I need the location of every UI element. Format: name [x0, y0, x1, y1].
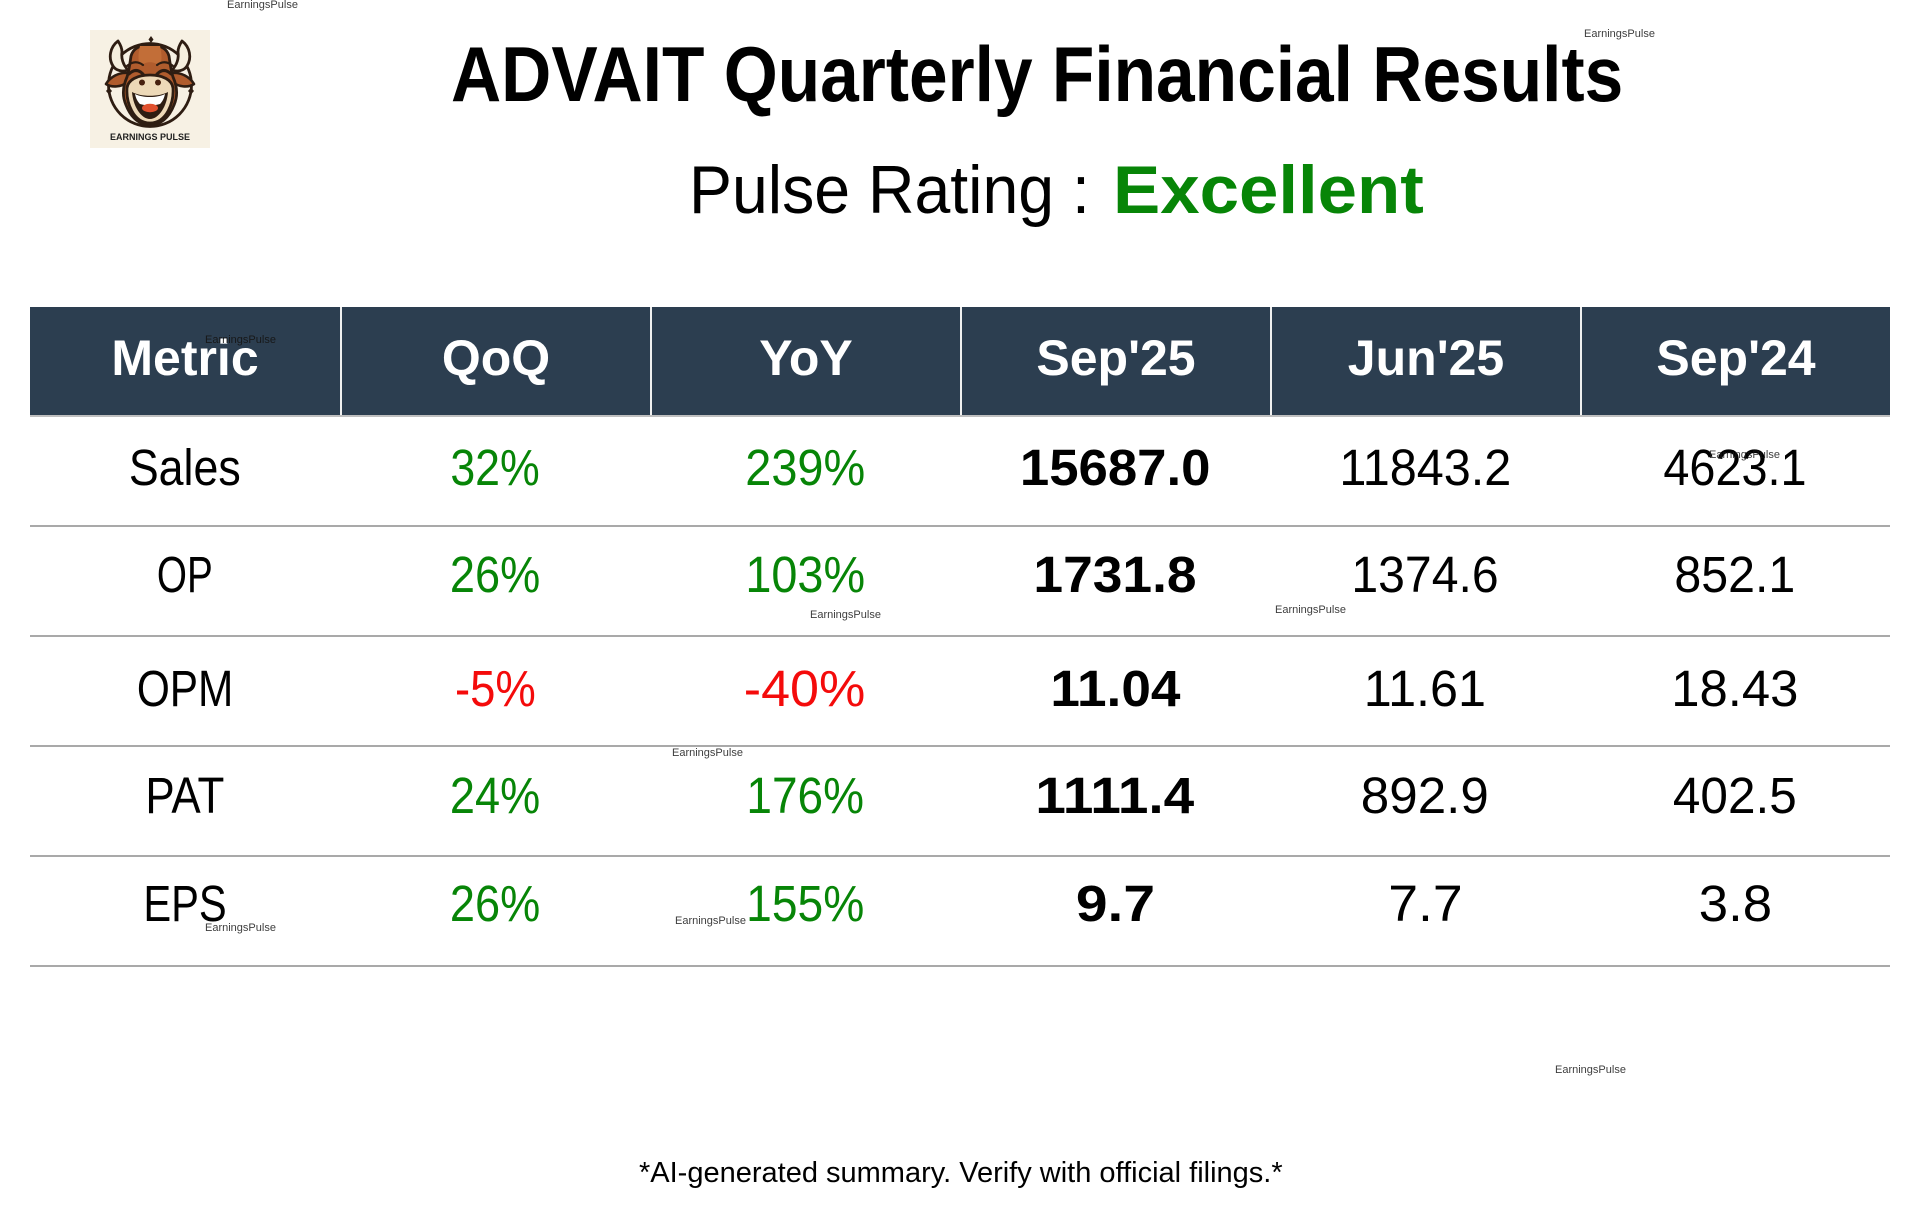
svg-text:EARNINGS PULSE: EARNINGS PULSE — [110, 132, 190, 142]
